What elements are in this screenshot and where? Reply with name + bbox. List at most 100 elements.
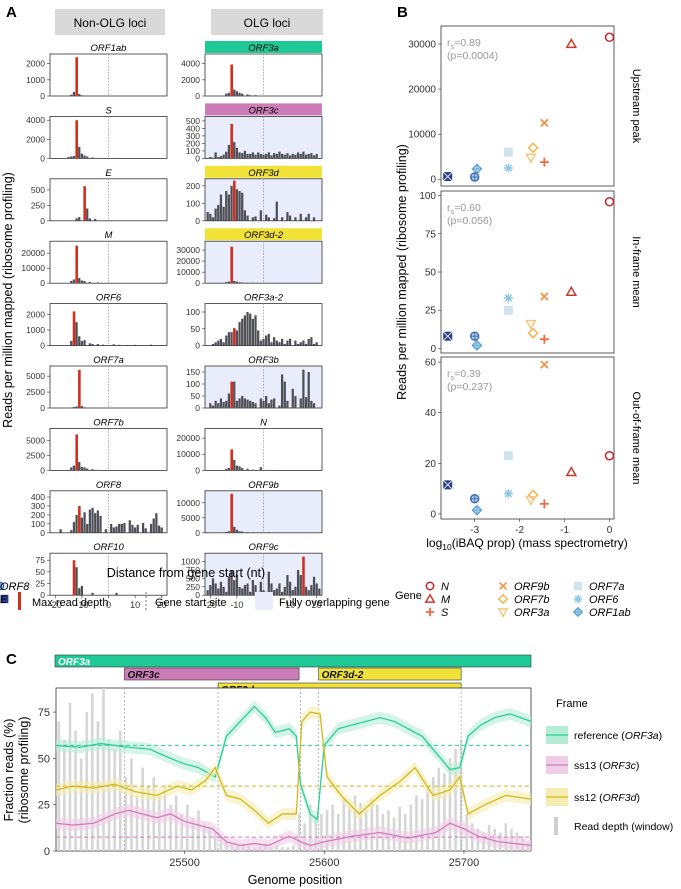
y-tick-label: 2500 [26, 450, 45, 460]
y-tick-label: 100 [31, 519, 45, 529]
read-bar [209, 213, 212, 221]
y-tick-label: 200 [186, 138, 200, 148]
read-bar [219, 194, 223, 221]
y-tick-label: 30000 [176, 245, 200, 255]
read-bar [312, 403, 316, 408]
legend-label-ORF3a: ORF3a [514, 607, 549, 619]
read-bar [288, 338, 292, 346]
point-marker [0, 594, 9, 604]
y-tick-label: 100 [419, 191, 436, 202]
y-tick-label: 10000 [176, 498, 200, 508]
legend-item-ORF3a: ORF3a [497, 607, 549, 619]
legend-gene-start-label: Gene start site [155, 597, 227, 609]
read-bar [304, 397, 308, 408]
y-tick-label: 1000 [26, 75, 45, 85]
panel-label-c: C [6, 651, 17, 668]
read-bar [235, 575, 239, 596]
read-bar [80, 95, 84, 96]
read-bar [70, 94, 73, 96]
read-bar [280, 217, 284, 221]
y-tick-label: 0 [195, 153, 200, 163]
read-depth-bar [91, 693, 94, 851]
read-bar [241, 192, 244, 221]
y-tick-label: 4000 [181, 59, 200, 69]
read-bar [225, 591, 228, 596]
read-bar [227, 393, 231, 408]
read-bar [246, 399, 249, 408]
read-bar [144, 528, 147, 533]
read-bar [86, 208, 89, 221]
facet-title-ORF3c: ORF3c [248, 105, 278, 116]
bar-facet-ORF3a-2: ORF3a-2 0 50 100 [186, 293, 323, 351]
read-bar [128, 520, 131, 533]
read-bar [118, 344, 121, 346]
read-bar [75, 567, 78, 596]
read-bar [72, 522, 76, 533]
point-marker [565, 285, 578, 296]
read-bar [83, 280, 86, 284]
read-depth-bar [130, 758, 133, 851]
x-label-rest: (iBAQ prop) (mass spectrometry) [452, 536, 628, 550]
read-bar [270, 399, 273, 408]
read-bar [262, 154, 265, 159]
bar-facet-ORF3b: ORF3b 0 50 100 150 [186, 355, 323, 413]
max-read-bar [78, 505, 81, 533]
read-bar [246, 532, 249, 533]
read-bar [136, 524, 139, 533]
point-marker [471, 339, 483, 351]
read-bar [307, 590, 310, 596]
read-depth-bar [213, 832, 217, 851]
x-label-subscript: 10 [442, 542, 452, 552]
read-bar [115, 157, 118, 159]
y-tick-label: 0 [40, 278, 45, 288]
read-bar [141, 522, 145, 533]
panel-c-y-label-2: (ribosome profiling) [17, 717, 31, 824]
legend-label-ORF7b: ORF7b [514, 594, 549, 606]
point-marker [573, 594, 583, 604]
strip-non-olg [55, 9, 165, 35]
read-depth-bar [331, 804, 334, 851]
legend-overlap-swatch [255, 592, 273, 610]
read-bar [259, 398, 262, 408]
facet-title-ORF3b: ORF3b [248, 355, 279, 366]
y-tick-label: 5000 [26, 435, 45, 445]
panel-c-x-label: Genome position [248, 873, 343, 887]
read-bar [155, 513, 158, 533]
read-bar [149, 344, 153, 346]
x-label-log: log [426, 536, 442, 550]
read-bar [118, 523, 121, 533]
legend-close-paren: ) [636, 792, 640, 804]
read-bar [86, 156, 89, 159]
point-marker [539, 499, 549, 509]
read-bar [214, 152, 217, 159]
read-bar [307, 213, 310, 221]
point-marker [525, 153, 537, 164]
read-bar [235, 91, 239, 96]
read-depth-bar [286, 847, 290, 851]
point-marker [565, 38, 578, 49]
read-bar [238, 466, 241, 471]
read-bar [257, 330, 260, 346]
read-bar [115, 526, 118, 533]
panel-a-y-label: Reads per million mapped (ribosome profi… [1, 172, 15, 428]
read-bar [251, 402, 254, 408]
bar-facet-ORF7a: ORF7a 0 2500 5000 [26, 355, 168, 413]
read-bar [209, 403, 212, 408]
r-symbol: r [447, 368, 451, 380]
strip-olg-label: OLG loci [244, 16, 291, 30]
read-bar [310, 337, 313, 346]
read-bar [249, 400, 252, 408]
y-tick-label: 20000 [408, 85, 436, 96]
read-bar [238, 322, 241, 346]
read-bar [270, 583, 273, 596]
legend-max-read-depth-swatch [18, 592, 21, 610]
facet-title-ORF6: ORF6 [96, 293, 122, 304]
legend-depth-swatch [554, 817, 558, 835]
read-bar [257, 469, 260, 471]
read-bar [254, 95, 257, 96]
read-depth-bar [113, 749, 116, 851]
read-bar [315, 583, 318, 596]
read-bar [96, 157, 99, 159]
frame-legend-label: reference (ORF3a) [574, 730, 662, 742]
legend-item-ORF9b: ORF9b [499, 581, 549, 593]
